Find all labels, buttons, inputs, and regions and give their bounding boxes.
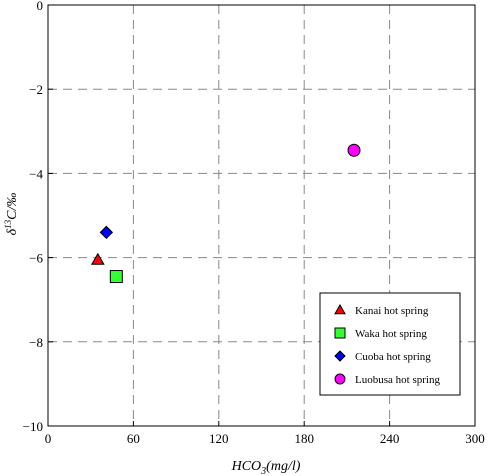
y-axis-title-rest: C/‰ xyxy=(5,193,20,220)
y-axis-title-superscript: 13 xyxy=(3,219,13,229)
legend: Kanai hot spring Waka hot spring Cuoba hot… xyxy=(319,292,461,396)
y-axis: 0 −2 −4 −6 −8 −10 xyxy=(23,0,53,434)
square-data-point xyxy=(109,270,123,284)
x-axis: 0 60 120 180 240 300 xyxy=(45,421,485,446)
legend-label: Waka hot spring xyxy=(355,328,427,340)
legend-label: Cuoba hot spring xyxy=(355,351,431,363)
plot-area xyxy=(47,4,476,427)
x-axis-title-unit: (mg/l) xyxy=(266,459,301,474)
legend-label: Luobusa hot spring xyxy=(355,374,440,386)
diamond-data-point xyxy=(99,225,114,240)
triangle-data-point xyxy=(90,252,105,265)
x-axis-title-main: HCO xyxy=(231,459,262,474)
x-tick-label: 60 xyxy=(127,431,140,446)
y-tick-label: −6 xyxy=(29,251,43,266)
y-tick-label: −4 xyxy=(29,166,43,181)
legend-circle-marker xyxy=(334,373,346,385)
x-axis-title: HCO3(mg/l) xyxy=(231,459,301,476)
y-axis-title-delta: δ xyxy=(5,228,20,235)
legend-square-marker xyxy=(334,327,346,339)
legend-label: Kanai hot spring xyxy=(355,305,429,317)
circle-data-point xyxy=(347,143,361,157)
legend-triangle-marker xyxy=(334,303,346,315)
x-tick-label: 180 xyxy=(294,431,314,446)
x-tick-label: 300 xyxy=(465,431,485,446)
y-tick-label: −8 xyxy=(29,335,43,350)
y-tick-label: −10 xyxy=(23,419,43,434)
y-tick-label: −2 xyxy=(29,82,43,97)
x-tick-label: 120 xyxy=(209,431,229,446)
legend-diamond-marker xyxy=(334,350,346,362)
data-points xyxy=(90,143,361,284)
y-tick-label: 0 xyxy=(37,0,44,13)
x-tick-label: 0 xyxy=(45,431,52,446)
x-tick-label: 240 xyxy=(380,431,400,446)
x-axis-title-subscript: 3 xyxy=(260,466,266,476)
y-axis-title: δ13C/‰ xyxy=(3,193,20,236)
